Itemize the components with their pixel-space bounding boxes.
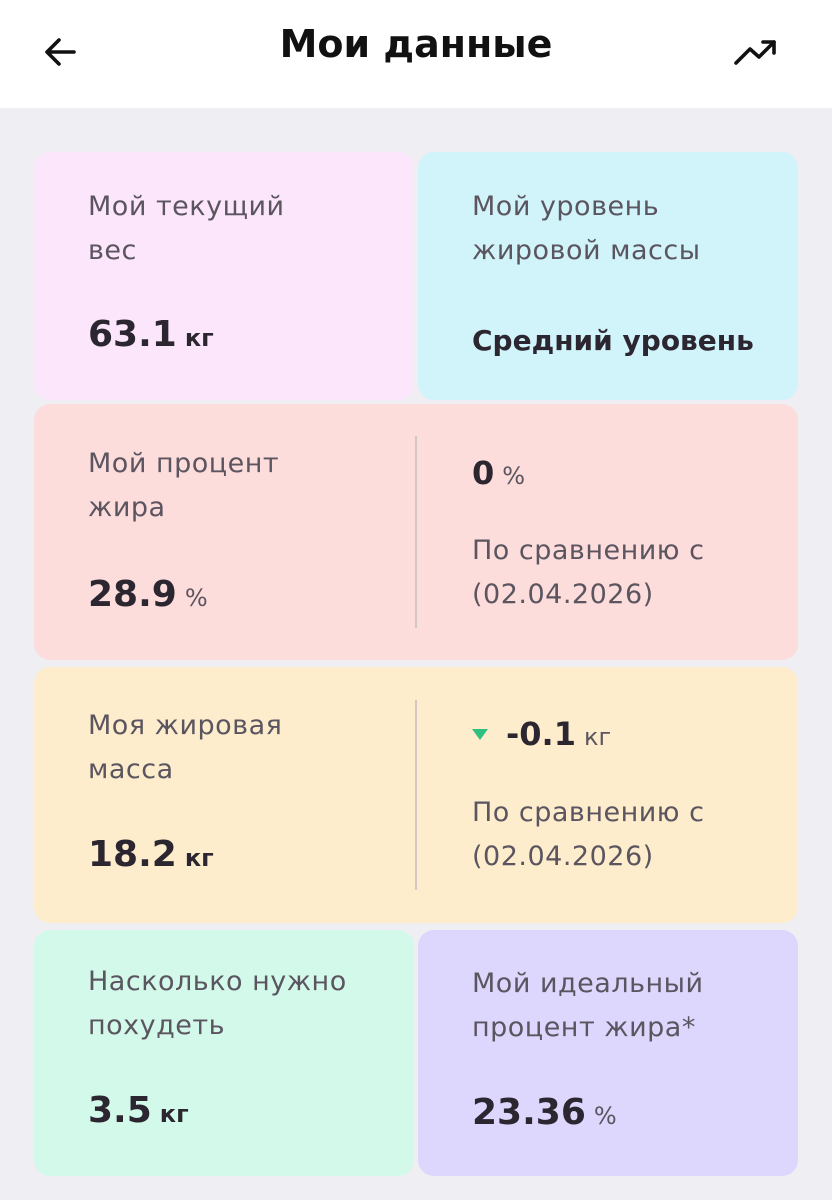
fat-percent-value: 28.9%: [88, 574, 208, 615]
fat-mass-card[interactable]: Моя жировая масса 18.2 кг -0.1 кг По сравн…: [34, 667, 798, 923]
lose-weight-card[interactable]: Насколько нужно похудеть 3.5 кг: [34, 930, 414, 1176]
divider: [415, 700, 417, 890]
down-triangle-icon: [472, 728, 488, 740]
lose-weight-value: 3.5 кг: [88, 1090, 189, 1131]
fat-percent-label: Мой процент жира: [88, 448, 280, 523]
fat-percent-delta: 0%: [472, 454, 526, 492]
fat-mass-delta: -0.1 кг: [472, 715, 611, 753]
weight-label: Мой текущий вес: [88, 191, 285, 266]
fat-level-label: Мой уровень жировой массы: [472, 191, 701, 266]
ideal-fat-label: Мой идеальный процент жира*: [472, 968, 704, 1043]
back-button[interactable]: [36, 28, 84, 76]
fat-mass-value: 18.2 кг: [88, 834, 214, 875]
fat-mass-compare: По сравнению с (02.04.2026): [472, 797, 705, 872]
header: Мои данные: [0, 0, 832, 108]
fat-percent-card[interactable]: Мой процент жира 28.9% 0% По сравнению с…: [34, 404, 798, 660]
arrow-left-icon: [45, 38, 76, 66]
divider: [415, 436, 417, 628]
ideal-fat-card[interactable]: Мой идеальный процент жира* 23.36%: [418, 930, 798, 1176]
weight-value: 63.1 кг: [88, 314, 214, 355]
fat-level-card[interactable]: Мой уровень жировой массы Средний уровен…: [418, 152, 798, 400]
lose-weight-label: Насколько нужно похудеть: [88, 966, 347, 1041]
fat-percent-compare: По сравнению с (02.04.2026): [472, 535, 705, 610]
page-title: Мои данные: [279, 22, 553, 66]
ideal-fat-value: 23.36%: [472, 1092, 617, 1133]
weight-card[interactable]: Мой текущий вес 63.1 кг: [34, 152, 414, 400]
fat-mass-label: Моя жировая масса: [88, 710, 283, 785]
trending-up-icon: [734, 40, 776, 65]
trend-button[interactable]: [730, 28, 782, 76]
fat-level-value: Средний уровень: [472, 324, 754, 357]
